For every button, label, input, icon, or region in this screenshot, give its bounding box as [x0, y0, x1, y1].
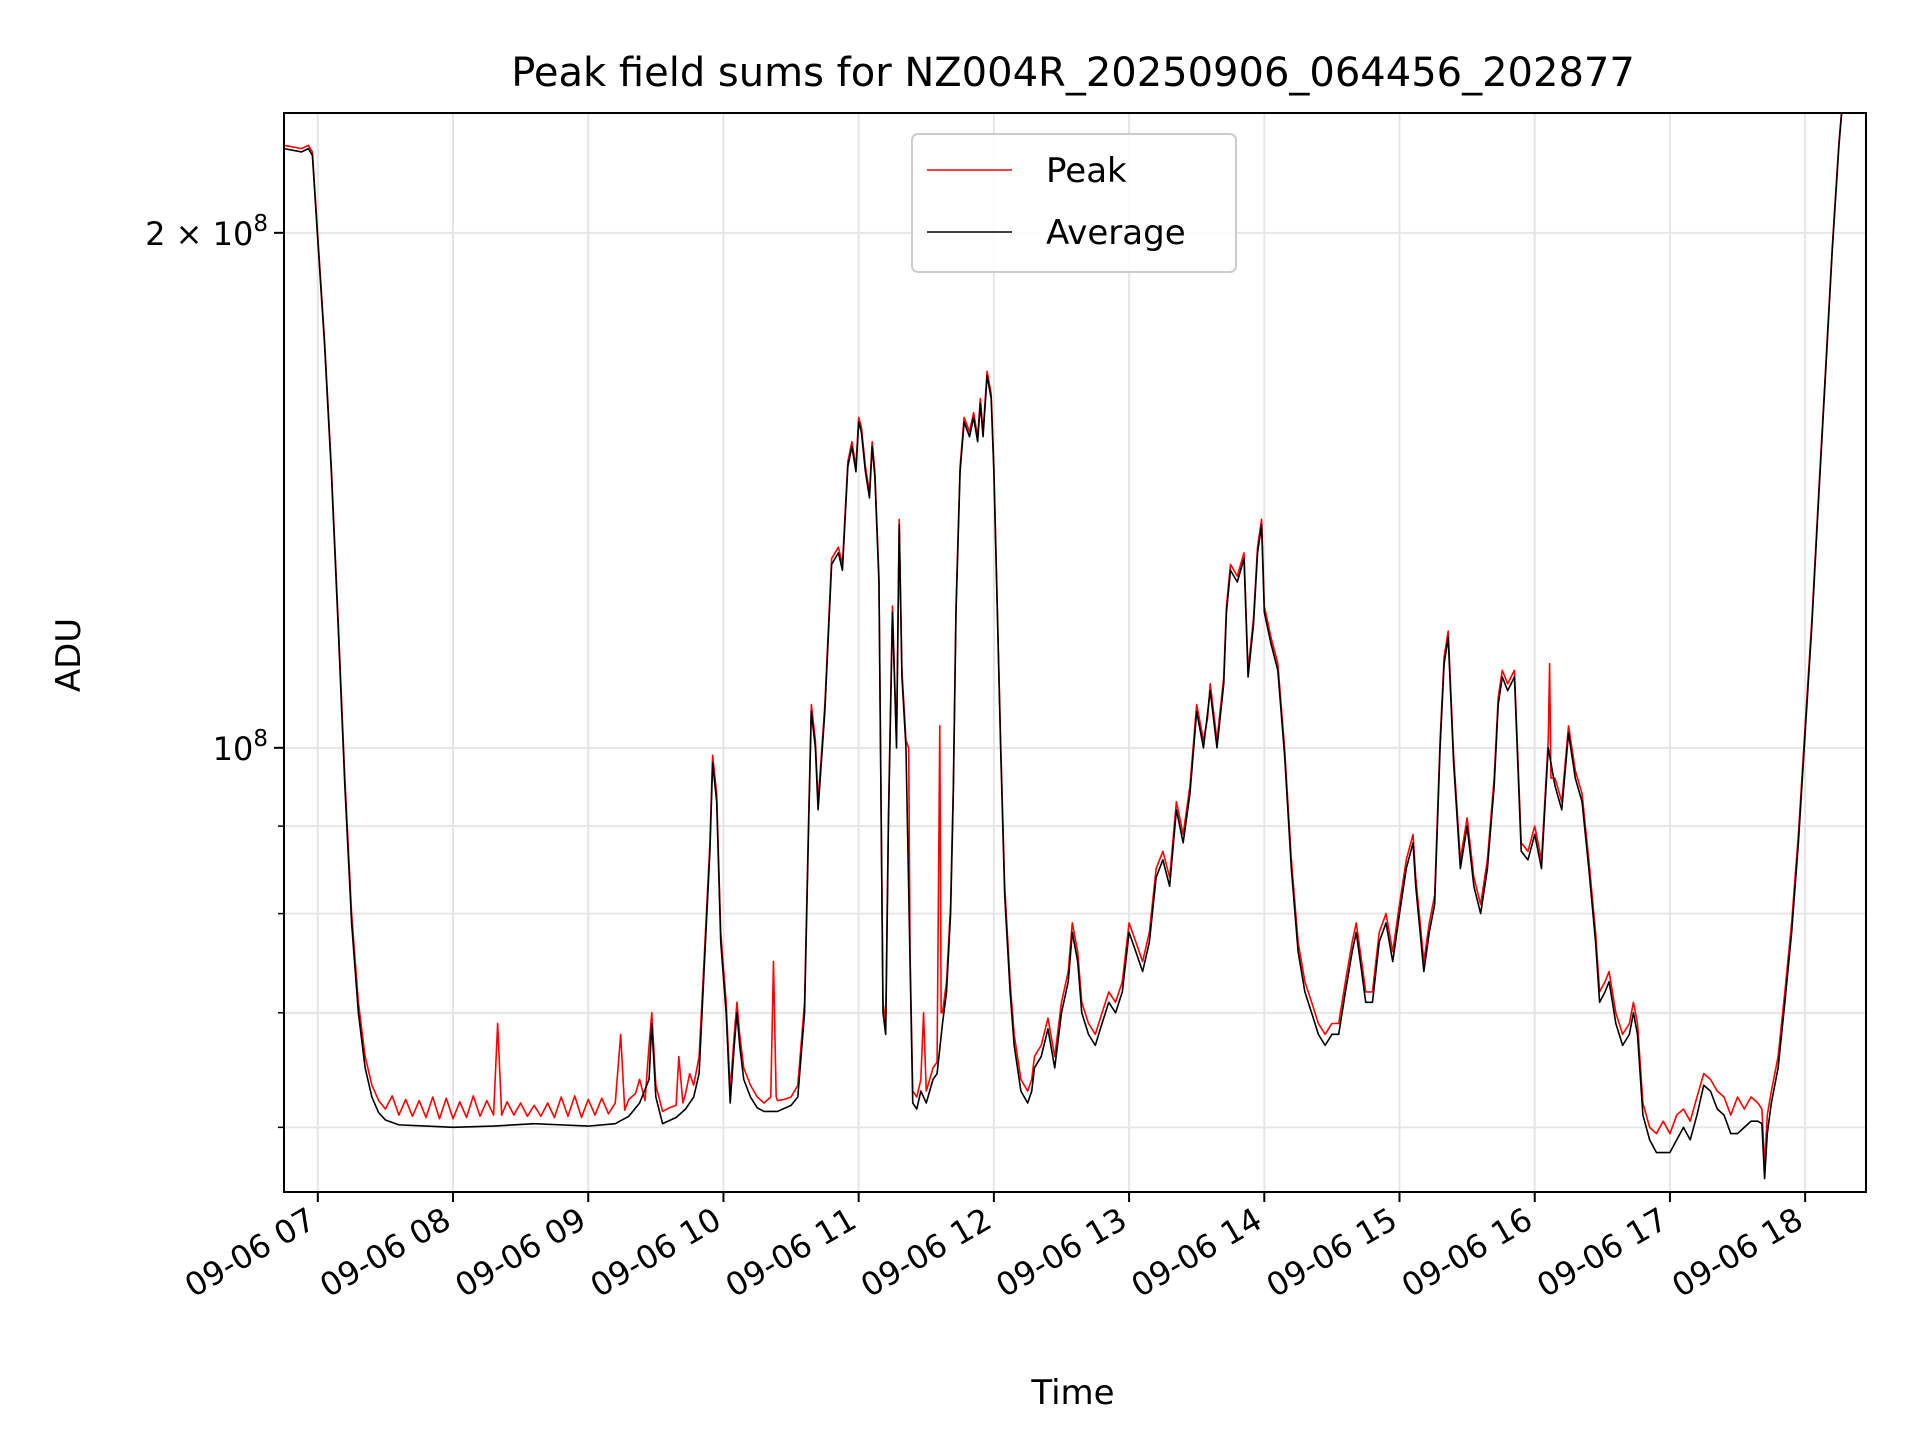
- legend-box: [911, 133, 1237, 273]
- y-axis-label: ADU: [49, 618, 89, 692]
- plot-area: [284, 113, 1843, 1180]
- x-axis-label: Time: [1030, 1373, 1114, 1413]
- series-average-line: [284, 113, 1843, 1180]
- axes-frame: [283, 112, 1867, 1193]
- y-tick-label: 2 × 108: [145, 211, 268, 253]
- y-tick-label: 108: [213, 726, 268, 768]
- legend-peak-label: Peak: [1046, 151, 1127, 191]
- legend-average-label: Average: [1046, 213, 1186, 253]
- chart-title: Peak field sums for NZ004R_20250906_0644…: [511, 50, 1635, 96]
- legend: Peak Average: [911, 133, 1237, 273]
